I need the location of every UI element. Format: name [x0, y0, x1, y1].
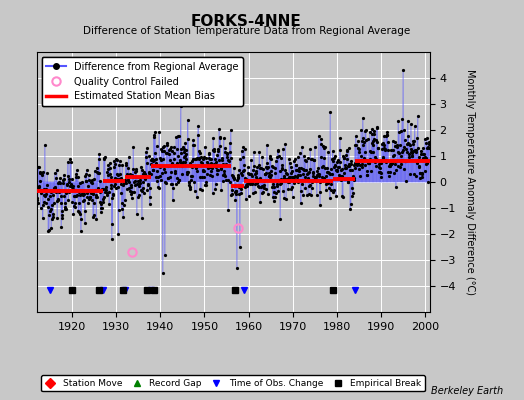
- Y-axis label: Monthly Temperature Anomaly Difference (°C): Monthly Temperature Anomaly Difference (…: [465, 69, 475, 295]
- Text: Berkeley Earth: Berkeley Earth: [431, 386, 503, 396]
- Text: FORKS-4NNE: FORKS-4NNE: [191, 14, 302, 29]
- Legend: Difference from Regional Average, Quality Control Failed, Estimated Station Mean: Difference from Regional Average, Qualit…: [41, 57, 243, 106]
- Text: Difference of Station Temperature Data from Regional Average: Difference of Station Temperature Data f…: [83, 26, 410, 36]
- Legend: Station Move, Record Gap, Time of Obs. Change, Empirical Break: Station Move, Record Gap, Time of Obs. C…: [41, 375, 425, 392]
